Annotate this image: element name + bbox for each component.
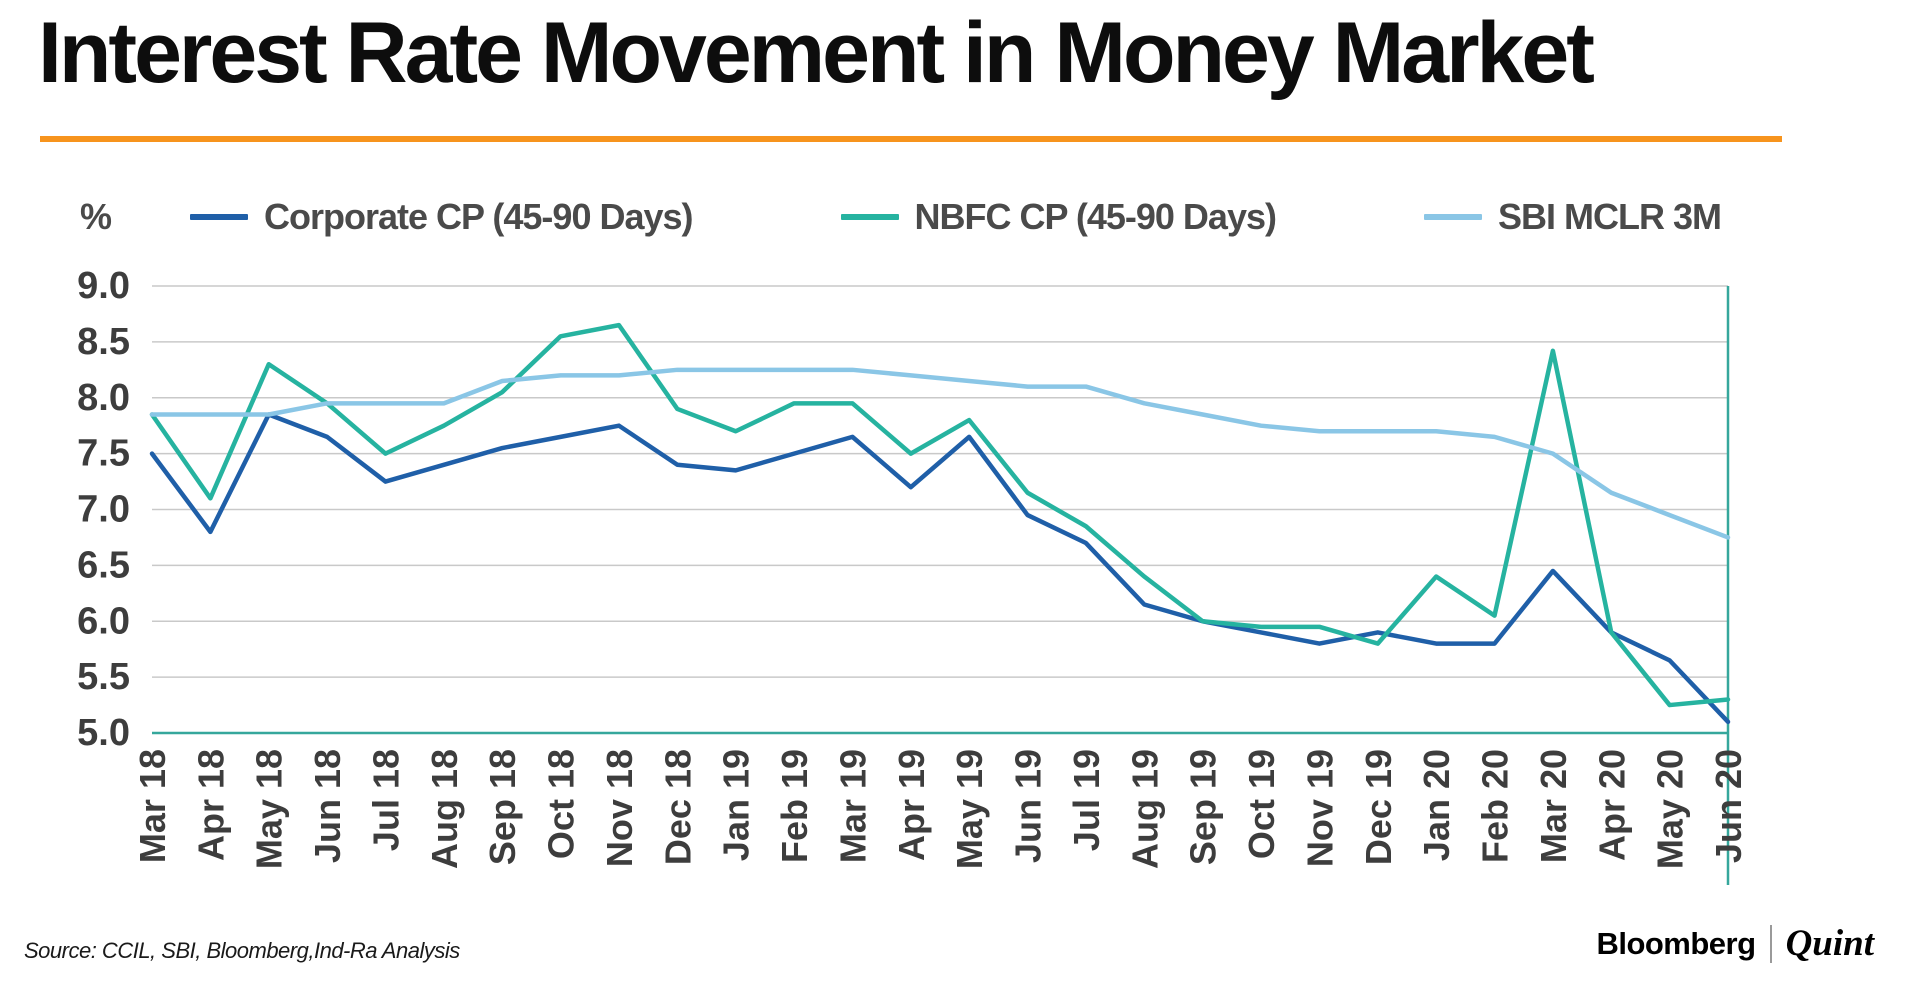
chart-legend: % Corporate CP (45-90 Days) NBFC CP (45-…: [80, 196, 1869, 238]
svg-text:7.5: 7.5: [77, 433, 130, 475]
svg-text:5.5: 5.5: [77, 656, 130, 698]
svg-text:Mar 20: Mar 20: [1533, 749, 1574, 863]
svg-text:May 18: May 18: [249, 749, 290, 869]
svg-text:Nov 18: Nov 18: [599, 749, 640, 867]
svg-text:Jun 19: Jun 19: [1008, 749, 1049, 863]
svg-text:9.0: 9.0: [77, 265, 130, 307]
svg-text:Feb 20: Feb 20: [1475, 749, 1516, 863]
legend-item-corporate-cp: Corporate CP (45-90 Days): [190, 196, 694, 238]
svg-text:8.0: 8.0: [77, 377, 130, 419]
svg-text:Dec 19: Dec 19: [1358, 749, 1399, 865]
svg-text:Apr 18: Apr 18: [190, 749, 231, 861]
svg-text:Jun 18: Jun 18: [307, 749, 348, 863]
bloomberg-logo: Bloomberg: [1596, 925, 1756, 961]
quint-logo: Quint: [1785, 923, 1874, 964]
legend-swatch-nbfc-cp: [840, 214, 899, 220]
svg-text:Dec 18: Dec 18: [657, 749, 698, 865]
legend-swatch-corporate-cp: [190, 214, 249, 220]
svg-text:Jul 19: Jul 19: [1066, 749, 1107, 851]
source-attribution: Source: CCIL, SBI, Bloomberg,Ind-Ra Anal…: [24, 938, 460, 963]
svg-text:Mar 18: Mar 18: [132, 749, 173, 863]
svg-text:Feb 19: Feb 19: [774, 749, 815, 863]
svg-text:Nov 19: Nov 19: [1299, 749, 1340, 867]
legend-item-nbfc-cp: NBFC CP (45-90 Days): [840, 196, 1277, 238]
svg-text:May 19: May 19: [949, 749, 990, 869]
legend-label-corporate-cp: Corporate CP (45-90 Days): [264, 196, 693, 237]
title-underline: [40, 136, 1782, 142]
svg-text:Sep 18: Sep 18: [482, 749, 523, 865]
svg-text:May 20: May 20: [1650, 749, 1691, 869]
svg-text:5.0: 5.0: [77, 712, 130, 754]
svg-text:Sep 19: Sep 19: [1183, 749, 1224, 865]
svg-text:8.5: 8.5: [77, 321, 130, 363]
y-axis-unit-label: %: [80, 196, 113, 237]
svg-text:Jun 20: Jun 20: [1708, 749, 1749, 863]
svg-text:Aug 19: Aug 19: [1124, 749, 1165, 869]
svg-text:Oct 18: Oct 18: [541, 749, 582, 859]
svg-text:Jan 20: Jan 20: [1416, 749, 1457, 861]
legend-item-sbi-mclr: SBI MCLR 3M: [1423, 196, 1722, 238]
svg-text:Jan 19: Jan 19: [716, 749, 757, 861]
svg-text:6.5: 6.5: [77, 544, 130, 586]
publisher-logo: Bloomberg Quint: [1596, 922, 1874, 965]
svg-text:Apr 20: Apr 20: [1591, 749, 1632, 861]
svg-text:Mar 19: Mar 19: [832, 749, 873, 863]
legend-swatch-sbi-mclr: [1423, 214, 1482, 220]
svg-text:Apr 19: Apr 19: [891, 749, 932, 861]
svg-text:7.0: 7.0: [77, 489, 130, 531]
svg-text:6.0: 6.0: [77, 600, 130, 642]
svg-text:Oct 19: Oct 19: [1241, 749, 1282, 859]
page-title: Interest Rate Movement in Money Market: [38, 5, 1595, 101]
logo-divider: [1769, 924, 1772, 963]
svg-text:Aug 18: Aug 18: [424, 749, 465, 869]
legend-label-sbi-mclr: SBI MCLR 3M: [1497, 196, 1722, 237]
legend-label-nbfc-cp: NBFC CP (45-90 Days): [914, 196, 1277, 237]
svg-text:Jul 18: Jul 18: [365, 749, 406, 851]
